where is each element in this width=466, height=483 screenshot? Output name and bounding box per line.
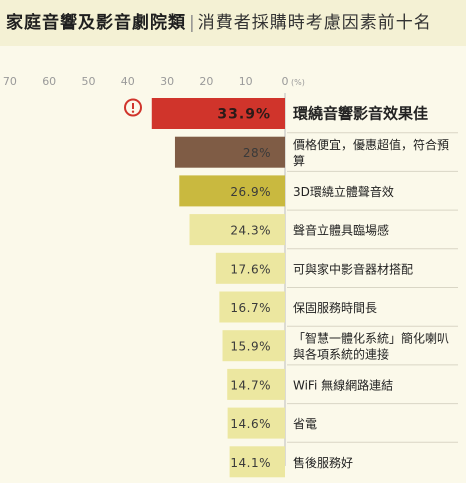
bar-value-label: 33.9% bbox=[217, 107, 271, 123]
bar bbox=[189, 214, 285, 246]
bar bbox=[219, 291, 285, 323]
category-label: WiFi 無線網路連結 bbox=[293, 377, 393, 392]
category-label: 省電 bbox=[293, 417, 317, 431]
axis-tick-label: 70 bbox=[3, 75, 17, 88]
bar-value-label: 15.9% bbox=[230, 340, 271, 354]
bar bbox=[215, 252, 285, 284]
bar bbox=[227, 368, 285, 400]
bar bbox=[222, 330, 285, 362]
bar bbox=[229, 446, 285, 478]
bar bbox=[179, 175, 285, 207]
bar-value-label: 14.6% bbox=[230, 417, 271, 431]
chart-header: 家庭音響及影音劇院類 | 消費者採購時考慮因素前十名 bbox=[0, 0, 466, 46]
exclamation-circle-icon bbox=[124, 98, 142, 117]
title-separator: | bbox=[189, 13, 195, 33]
bar-chart: 70 60 50 40 30 20 10 0 (%) 33.9% 環繞音響影音效果佳 28% 價格便宜，… bbox=[3, 75, 458, 478]
chart-subtitle: 消費者採購時考慮因素前十名 bbox=[197, 13, 432, 33]
bar bbox=[174, 136, 285, 168]
chart-title: 家庭音響及影音劇院類 bbox=[6, 13, 186, 33]
category-label: 聲音立體具臨場感 bbox=[293, 223, 389, 238]
category-label: 「智慧一體化系統」簡化喇叭與各項系統的連接 bbox=[293, 331, 449, 362]
bar-value-label: 14.1% bbox=[230, 456, 271, 470]
chart-title-line: 家庭音響及影音劇院類 | 消費者採購時考慮因素前十名 bbox=[6, 9, 432, 37]
bar-value-label: 17.6% bbox=[230, 262, 271, 276]
axis-tick-label: 0 bbox=[282, 75, 289, 88]
axis-unit-label: (%) bbox=[291, 78, 305, 87]
exclamation-mark-dot bbox=[131, 110, 135, 113]
axis-tick-label: 50 bbox=[82, 75, 96, 88]
category-label: 環繞音響影音效果佳 bbox=[293, 105, 428, 123]
axis-tick-label: 20 bbox=[199, 75, 213, 88]
bar-value-label: 26.9% bbox=[230, 185, 271, 199]
bar-value-label: 16.7% bbox=[230, 301, 271, 315]
axis-tick-label: 30 bbox=[160, 75, 174, 88]
category-label: 可與家中影音器材搭配 bbox=[293, 261, 413, 276]
bar-value-label: 28% bbox=[243, 146, 271, 160]
category-label: 3D環繞立體聲音效 bbox=[293, 184, 394, 199]
axis-tick-label: 40 bbox=[121, 75, 135, 88]
category-label: 售後服務好 bbox=[293, 455, 353, 470]
bar-value-label: 24.3% bbox=[230, 224, 271, 238]
bar bbox=[227, 407, 285, 439]
category-label: 價格便宜，優惠超值，符合預算 bbox=[293, 137, 449, 168]
category-label: 保固服務時間長 bbox=[293, 301, 377, 315]
axis-tick-label: 10 bbox=[239, 75, 253, 88]
bar bbox=[151, 98, 285, 129]
axis-tick-label: 60 bbox=[42, 75, 56, 88]
bar-value-label: 14.7% bbox=[230, 378, 271, 392]
